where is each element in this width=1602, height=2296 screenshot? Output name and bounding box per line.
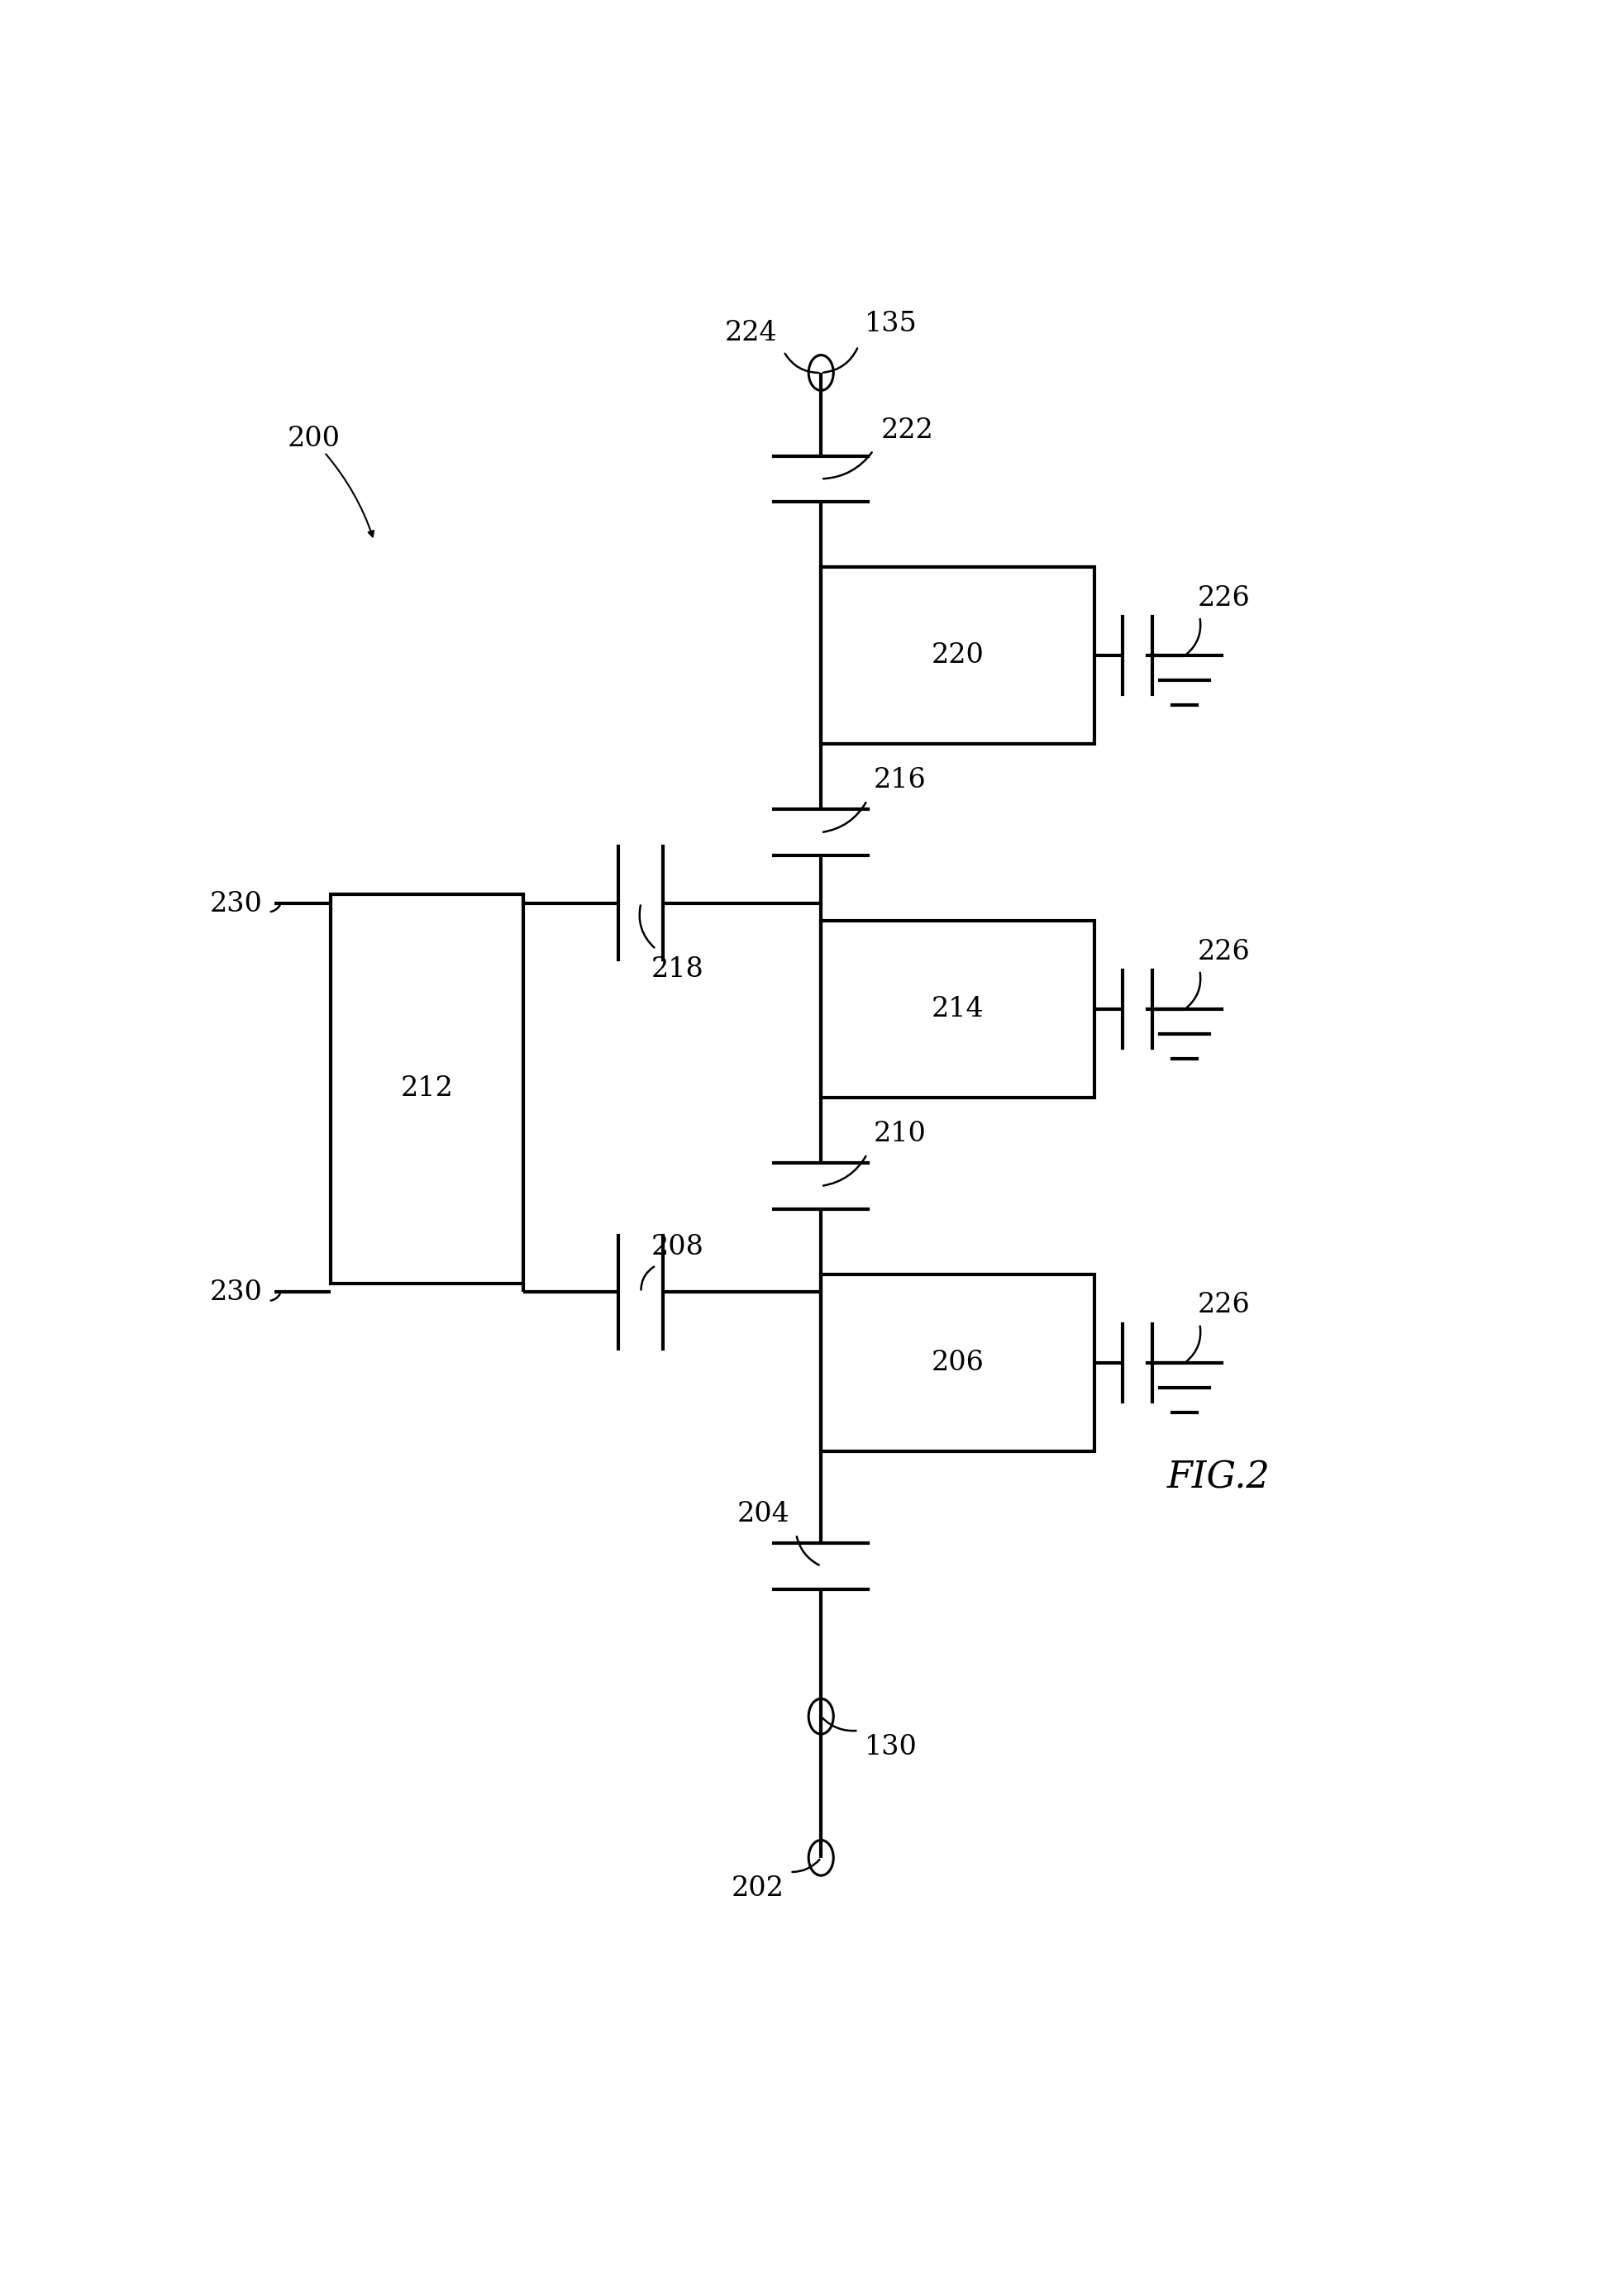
- Text: 226: 226: [1197, 1293, 1250, 1318]
- Text: 202: 202: [731, 1876, 783, 1901]
- Text: FIG.2: FIG.2: [1166, 1460, 1270, 1495]
- Text: 130: 130: [865, 1733, 918, 1761]
- Text: 135: 135: [865, 310, 918, 338]
- Text: 206: 206: [931, 1350, 984, 1375]
- FancyBboxPatch shape: [820, 567, 1094, 744]
- Text: 220: 220: [931, 643, 984, 668]
- Text: 230: 230: [210, 891, 263, 918]
- FancyBboxPatch shape: [330, 893, 522, 1283]
- Text: 200: 200: [287, 425, 340, 452]
- Text: 226: 226: [1197, 585, 1250, 611]
- Text: 214: 214: [931, 996, 984, 1022]
- Text: 226: 226: [1197, 939, 1250, 964]
- Text: 224: 224: [726, 319, 777, 347]
- FancyBboxPatch shape: [820, 1274, 1094, 1451]
- Text: 218: 218: [650, 955, 703, 983]
- Text: 212: 212: [400, 1075, 453, 1102]
- Text: 230: 230: [210, 1279, 263, 1306]
- FancyBboxPatch shape: [820, 921, 1094, 1097]
- Text: 204: 204: [737, 1502, 790, 1527]
- Text: 208: 208: [650, 1233, 703, 1261]
- Text: 210: 210: [873, 1120, 926, 1148]
- Text: 222: 222: [881, 418, 934, 443]
- Text: 216: 216: [873, 767, 926, 794]
